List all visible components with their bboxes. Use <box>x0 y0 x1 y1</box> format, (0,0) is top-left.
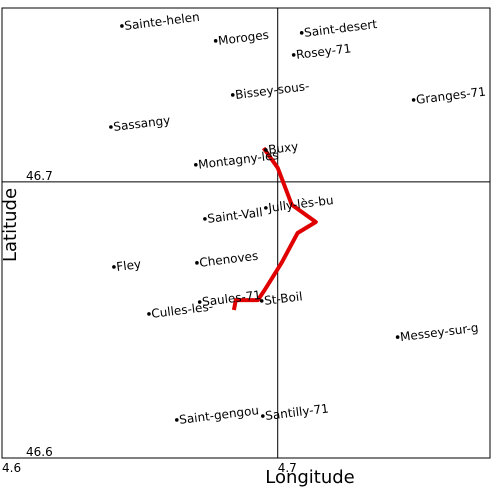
place-marker <box>395 335 400 339</box>
y-tick-label: 46.6 <box>26 445 53 459</box>
place-label: Chenoves <box>199 249 259 270</box>
place-label: Bissey-sous- <box>234 79 310 102</box>
place-label: Rosey-71 <box>295 41 352 62</box>
place-label: Santilly-71 <box>264 401 329 423</box>
place-label: Culles-les- <box>151 299 214 320</box>
place-marker <box>174 418 179 422</box>
place-marker <box>261 414 265 418</box>
x-tick-label: 4.6 <box>2 461 21 475</box>
place-marker <box>230 93 235 97</box>
route-line <box>231 146 318 311</box>
place-label: Saint-desert <box>303 17 378 40</box>
place-label: Montagny-lès <box>197 148 279 172</box>
place-marker <box>203 217 207 221</box>
place-marker <box>112 265 116 269</box>
place-marker <box>299 31 304 35</box>
place-marker <box>213 39 218 43</box>
place-marker <box>264 148 268 152</box>
place-label: Buxy <box>268 139 300 157</box>
place-label: Saint-Vall <box>207 205 264 226</box>
y-tick-label: 46.7 <box>26 169 53 183</box>
place-marker <box>147 312 151 316</box>
place-label: Messey-sur-g <box>399 321 479 345</box>
place-marker <box>259 299 264 303</box>
place-marker <box>194 163 198 167</box>
place-marker <box>197 300 202 304</box>
place-marker <box>109 125 113 129</box>
place-label: Granges-71 <box>415 84 486 106</box>
place-label: Saint-gengou <box>178 403 259 427</box>
place-label: Fley <box>116 257 142 274</box>
place-label: Sassangy <box>113 113 171 134</box>
place-marker <box>195 261 199 265</box>
plot-frame <box>1 7 491 459</box>
place-label: St-Boil <box>263 289 303 308</box>
place-marker <box>264 206 268 210</box>
place-marker <box>120 24 124 28</box>
x-axis-title: Longitude <box>265 467 355 488</box>
place-marker <box>411 98 416 102</box>
place-label: Moroges <box>217 28 269 48</box>
place-label: Sainte-helen <box>124 10 201 33</box>
place-marker <box>291 53 296 57</box>
y-axis-title: Latitude <box>0 188 21 262</box>
x-tick-label: 4.7 <box>278 461 297 475</box>
